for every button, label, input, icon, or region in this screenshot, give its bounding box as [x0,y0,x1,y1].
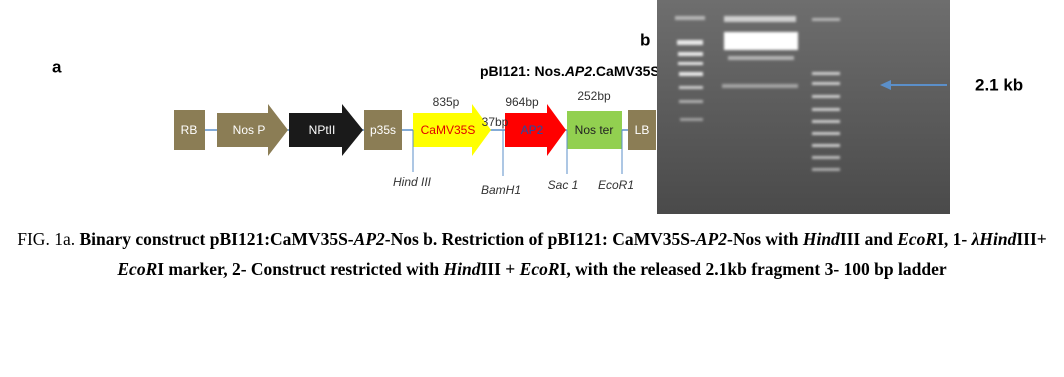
caption-text: III and [839,229,898,249]
element-label: AP2 [521,123,544,137]
element-arrow [505,104,566,156]
site-label: Hind III [393,175,432,189]
caption-text: λHind [971,229,1017,249]
panel-label: b [640,30,650,49]
marker-label: 2.1 kb [975,75,1023,94]
caption-text: Hind [443,259,481,279]
caption-text: AP2 [353,229,385,249]
gel-image [657,0,950,214]
element-arrow [413,104,491,156]
element-label: Nos ter [575,123,614,137]
caption-text: Hind [802,229,840,249]
site-label: EcoR1 [598,178,634,192]
element-box [364,110,402,150]
title-part: .CaMV35S [592,63,660,79]
caption-text: -Nos with [727,229,803,249]
caption-text: III+ [1016,229,1047,249]
site-labels: Hind III BamH1 Sac 1 EcoR1 [393,175,634,197]
size-label: 964bp [505,95,539,109]
caption-text: EcoR [897,229,938,249]
element-box [567,111,622,149]
gel-bands [675,16,840,171]
size-label: 37bp [482,115,509,129]
element-label: RB [181,123,198,137]
caption-text: Binary construct pBI121:CaMV35S- [79,229,354,249]
caption: FIG. 1a. Binary construct pBI121:CaMV35S… [10,224,1054,284]
size-label: 835p [433,95,460,109]
element-label: p35s [370,123,396,137]
caption-text: AP2 [695,229,727,249]
element-label: CaMV35S [421,123,476,137]
figure: a pBI121: Nos.AP2.CaMV35S RB Nos P NPtII… [52,0,1023,214]
size-label: 252bp [577,89,611,103]
size-labels: 835p 37bp 964bp 252bp [433,89,611,129]
construct-title: pBI121: Nos.AP2.CaMV35S [480,63,660,79]
caption-text: I, 1- [937,229,972,249]
caption-text: EcoR [519,259,560,279]
element-arrow [217,104,288,156]
caption-text: -Nos b. Restriction of pBI121: CaMV35S- [384,229,696,249]
title-part: AP2 [564,63,592,79]
title-part: pBI121: Nos. [480,63,565,79]
caption-text: I marker, 2- Construct restricted with [157,259,444,279]
marker-arrowhead [880,80,891,90]
element-box [174,110,205,150]
element-label: LB [635,123,650,137]
element-box [628,110,656,150]
site-label: BamH1 [481,183,521,197]
element-label: Nos P [233,123,266,137]
site-label: Sac 1 [548,178,579,192]
caption-text: I, with the released 2.1kb fragment 3- 1… [559,259,947,279]
caption-text: III + [480,259,520,279]
site-lines [412,130,623,176]
element-label: NPtII [309,123,336,137]
panel-label: a [52,57,62,76]
element-labels: RB Nos P NPtII p35s CaMV35S AP2 Nos ter … [181,123,650,137]
caption-text: FIG. 1a. [17,229,80,249]
element-arrow [289,104,363,156]
caption-text: EcoR [117,259,158,279]
